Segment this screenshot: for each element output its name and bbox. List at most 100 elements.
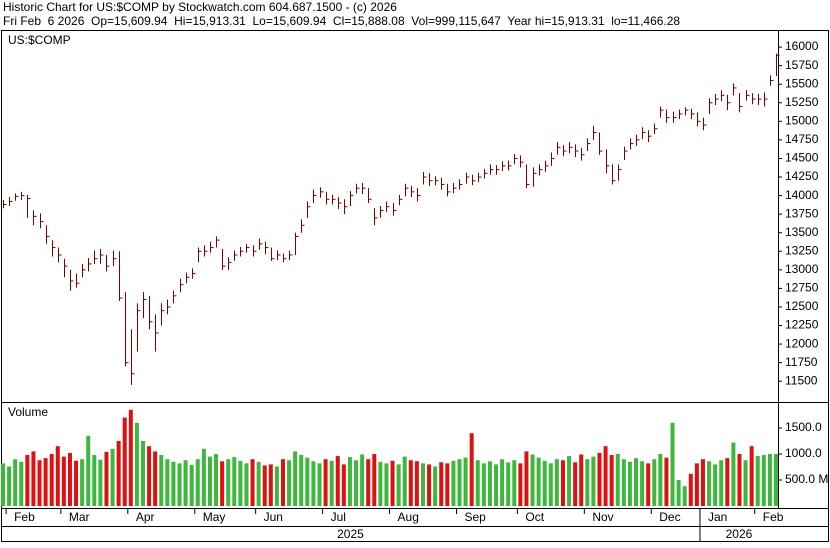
volume-bar	[743, 460, 748, 506]
volume-bar	[372, 454, 377, 506]
volume-bar	[408, 460, 413, 506]
y-tick-label: 16000	[785, 39, 819, 53]
volume-bar	[731, 442, 736, 506]
volume-bar	[67, 452, 72, 506]
y-tick-label: 500.0 M	[785, 472, 828, 486]
volume-bar	[201, 448, 206, 506]
chart-subtitle: Fri Feb 6 2026 Op=15,609.94 Hi=15,913.31…	[3, 14, 680, 28]
x-tick-label: Jan	[708, 510, 727, 524]
volume-bar	[591, 456, 596, 506]
volume-bar	[475, 460, 480, 506]
volume-bar	[688, 473, 693, 506]
volume-bar	[250, 459, 255, 506]
volume-bar	[171, 461, 176, 506]
volume-bar	[554, 459, 559, 506]
volume-bar	[299, 455, 304, 506]
volume-bar	[323, 459, 328, 506]
volume-bar	[700, 459, 705, 506]
y-tick-label: 14000	[785, 188, 819, 202]
x-tick-label: Sep	[464, 510, 486, 524]
volume-bar	[317, 463, 322, 506]
price-label: US:$COMP	[8, 33, 71, 47]
volume-bar	[676, 480, 681, 506]
x-tick-label: Jul	[331, 510, 346, 524]
y-tick-label: 14750	[785, 132, 819, 146]
volume-bar	[110, 448, 115, 506]
volume-bar	[664, 457, 669, 506]
volume-bar	[92, 455, 97, 506]
x-tick-label: Dec	[659, 510, 680, 524]
volume-bar	[707, 461, 712, 506]
volume-bar	[767, 454, 772, 506]
volume-bar	[329, 460, 334, 506]
volume-bar	[274, 466, 279, 506]
volume-bar	[536, 457, 541, 506]
volume-bar	[518, 463, 523, 506]
volume-bar	[347, 457, 352, 506]
volume-bar	[548, 463, 553, 506]
y-tick-label: 11500	[785, 373, 818, 387]
y-tick-label: 13250	[785, 243, 819, 257]
volume-bar	[159, 455, 164, 506]
y-tick-label: 15000	[785, 114, 819, 128]
volume-bar	[670, 422, 675, 506]
volume-bar	[603, 446, 608, 506]
volume-bar	[25, 455, 30, 506]
volume-bar	[487, 461, 492, 506]
y-tick-label: 1000.0	[785, 446, 822, 460]
volume-bar	[1, 463, 5, 506]
volume-bar	[542, 460, 547, 506]
y-tick-label: 12250	[785, 318, 819, 332]
y-tick-label: 14500	[785, 151, 819, 165]
volume-bar	[585, 459, 590, 506]
x-tick-label: Jun	[264, 510, 283, 524]
volume-bar	[98, 459, 103, 506]
volume-bar	[220, 461, 225, 506]
volume-bar	[457, 459, 462, 506]
y-tick-label: 13000	[785, 262, 819, 276]
volume-bar	[761, 455, 766, 506]
volume-bar	[311, 461, 316, 506]
x-tick-label: Feb	[763, 510, 784, 524]
volume-bar	[366, 459, 371, 506]
volume-bar	[414, 461, 419, 506]
volume-bar	[755, 456, 760, 506]
volume-bar	[232, 457, 237, 506]
volume-bar	[640, 461, 645, 506]
volume-bar	[153, 451, 158, 506]
x-tick-label: Apr	[136, 510, 155, 524]
x-tick-label: Oct	[525, 510, 544, 524]
volume-bar	[567, 456, 572, 506]
volume-bar	[384, 463, 389, 506]
volume-bar	[579, 454, 584, 506]
volume-bar	[335, 456, 340, 506]
volume-bar	[268, 464, 273, 506]
y-tick-label: 11750	[785, 355, 818, 369]
year-label: 2025	[337, 527, 364, 541]
volume-bar	[402, 456, 407, 506]
volume-bar	[774, 454, 778, 506]
volume-bar	[682, 486, 687, 506]
volume-bar	[512, 460, 517, 506]
year-label: 2026	[726, 527, 753, 541]
volume-bar	[634, 458, 639, 506]
volume-bar	[86, 435, 91, 506]
volume-bar	[560, 460, 565, 506]
volume-bar	[128, 409, 133, 506]
volume-bar	[530, 454, 535, 506]
volume-bar	[627, 461, 632, 506]
volume-bar	[737, 454, 742, 506]
volume-bar	[116, 441, 121, 506]
volume-bar	[61, 456, 66, 506]
frame	[1, 30, 829, 542]
volume-bar	[37, 460, 42, 506]
volume-bar	[615, 454, 620, 506]
volume-bar	[694, 463, 699, 506]
y-tick-label: 14250	[785, 169, 819, 183]
volume-bar	[713, 464, 718, 506]
volume-bar	[658, 454, 663, 506]
volume-bar	[725, 458, 730, 506]
volume-bar	[481, 463, 486, 506]
volume-bar	[183, 460, 188, 506]
